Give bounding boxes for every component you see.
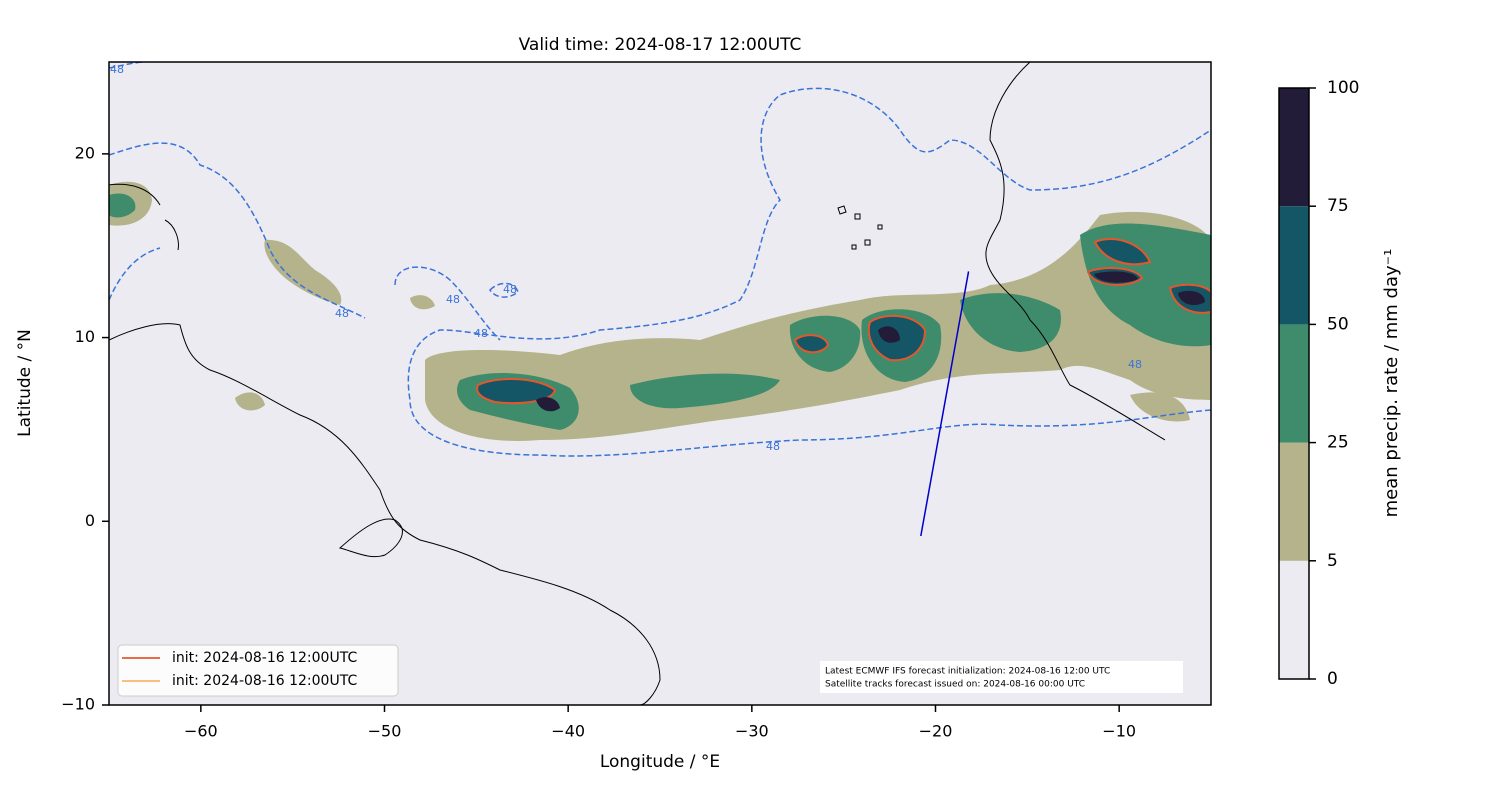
contour-line — [489, 282, 519, 298]
precip-area — [1178, 290, 1205, 305]
contour-label: 48 — [335, 307, 349, 320]
x-tick-label: −60 — [184, 722, 218, 741]
y-tick-label: 0 — [85, 511, 95, 530]
map-layer — [109, 62, 1211, 705]
colorbar-tick-label: 0 — [1327, 669, 1338, 689]
colorbar-frame — [1278, 87, 1310, 680]
precip-area — [109, 193, 136, 218]
colorbar-tick-label: 75 — [1327, 196, 1349, 216]
note-text: Satellite tracks forecast issued on: 202… — [825, 680, 1085, 690]
precip-area — [878, 326, 900, 343]
contour-line — [407, 87, 1211, 457]
colorbar-segment — [1279, 560, 1309, 679]
contour-line — [109, 142, 366, 319]
satellite-track — [920, 271, 970, 537]
contour-label: 48 — [474, 327, 488, 340]
note-box — [820, 661, 1183, 693]
y-axis-label: Latitude / °N — [15, 329, 35, 437]
precip-area — [960, 293, 1061, 352]
contour-label: 48 — [766, 440, 780, 453]
axes-frame — [108, 61, 1212, 706]
contour-line — [394, 266, 501, 341]
legend — [117, 644, 399, 697]
contour-line — [109, 62, 146, 69]
coastline — [109, 183, 179, 251]
colorbar-segment — [1279, 206, 1309, 325]
coastline — [985, 62, 1166, 441]
contour-label: 48 — [110, 63, 124, 76]
colorbar-segment — [1279, 88, 1309, 207]
precip-area — [1093, 238, 1152, 266]
legend-label: init: 2024-08-16 12:00UTC — [172, 650, 357, 666]
contour-lines — [109, 62, 1211, 457]
contour-label: 48 — [503, 283, 517, 296]
colorbar-tick-label: 50 — [1327, 314, 1349, 334]
precip-area — [793, 334, 830, 354]
coastline — [837, 205, 883, 250]
precip-area — [410, 295, 435, 310]
x-tick-label: −40 — [551, 722, 585, 741]
colorbar-tick-label: 5 — [1327, 551, 1338, 571]
precip-area — [1094, 271, 1138, 283]
colorbar-segment — [1279, 324, 1309, 443]
x-tick-label: −20 — [919, 722, 953, 741]
contour-label: 48 — [446, 293, 460, 306]
colorbar-label: mean precip. rate / mm day⁻¹ — [1381, 249, 1402, 518]
precip-area — [630, 373, 780, 409]
precip-area — [264, 239, 342, 305]
x-tick-label: −30 — [735, 722, 769, 741]
coastline — [109, 323, 661, 705]
x-axis-label: Longitude / °E — [600, 752, 720, 772]
precip-field — [109, 181, 1211, 441]
chart-title: Valid time: 2024-08-17 12:00UTC — [519, 35, 802, 55]
precip-area — [536, 397, 560, 412]
colorbar-segment — [1279, 442, 1309, 561]
note-text: Latest ECMWF IFS forecast initialization… — [825, 667, 1110, 677]
y-tick-label: −10 — [61, 695, 95, 714]
y-tick-label: 20 — [75, 143, 95, 162]
legend-label: init: 2024-08-16 12:00UTC — [172, 673, 357, 689]
coastline — [338, 518, 403, 558]
x-tick-label: −50 — [368, 722, 402, 741]
x-tick-label: −10 — [1102, 722, 1136, 741]
coastlines — [109, 62, 1166, 705]
contour-label: 48 — [1128, 358, 1142, 371]
colorbar-tick-label: 100 — [1327, 78, 1359, 98]
precip-area — [235, 392, 265, 411]
colorbar-tick-label: 25 — [1327, 433, 1349, 453]
contour-line — [109, 247, 161, 301]
y-tick-label: 10 — [75, 327, 95, 346]
